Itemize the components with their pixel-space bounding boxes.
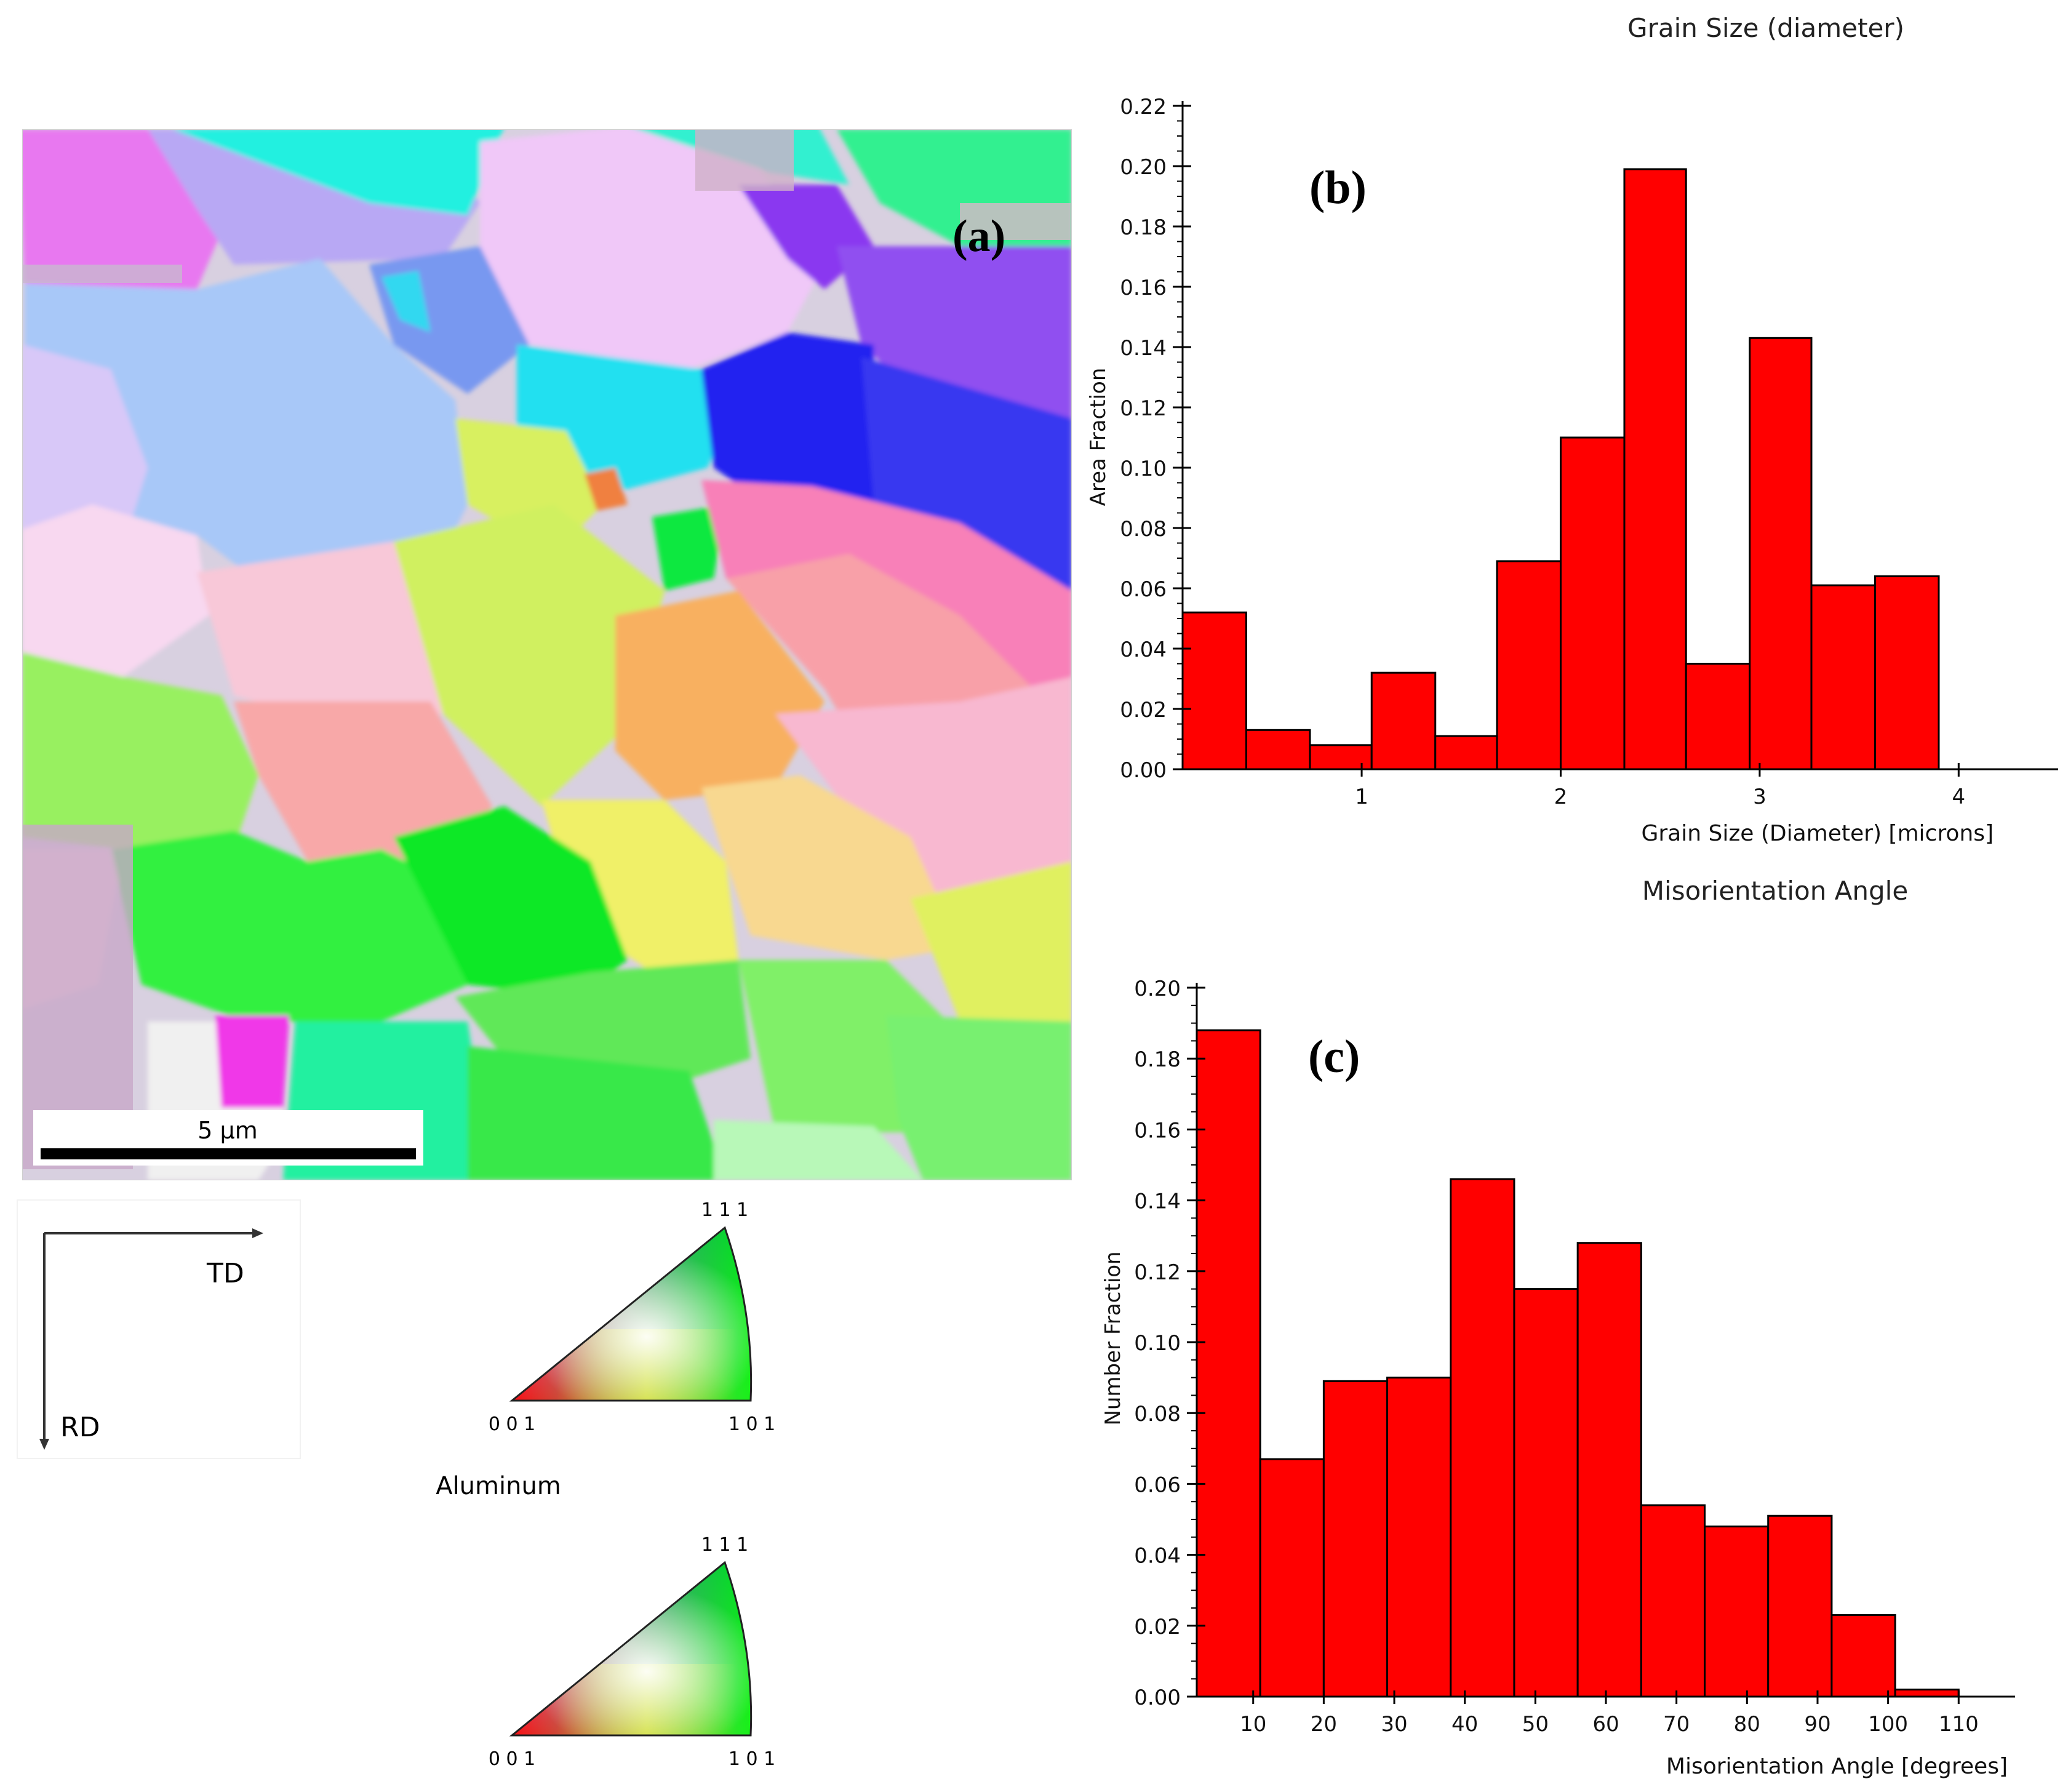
x-tick-label: 1 — [1355, 785, 1368, 809]
x-tick-label: 40 — [1451, 1712, 1478, 1737]
x-tick-label: 3 — [1753, 785, 1767, 809]
x-tick-label: 90 — [1804, 1712, 1830, 1737]
x-tick-label: 110 — [1939, 1712, 1979, 1737]
histogram-bar — [1322, 1380, 1389, 1698]
triangle-top-111: 1 1 1 — [701, 1199, 748, 1221]
triangle-bottom-101: 1 0 1 — [729, 1748, 775, 1770]
x-tick-label: 80 — [1734, 1712, 1760, 1737]
y-tick-label: 0.04 — [1134, 1544, 1181, 1569]
misorientation-chart: Misorientation Angle 0.00 0.02 0.04 0.06 0.08… — [1101, 876, 2015, 1779]
panel-a: (a) 5 μm TD RD 1 1 1 — [17, 129, 1072, 1770]
histogram-bar — [1685, 663, 1751, 770]
panel-a-figure: (a) 5 μm TD RD 1 1 1 — [17, 129, 1072, 1770]
ipf-triangle-bottom: 1 1 1 0 0 1 1 0 1 — [489, 1534, 775, 1770]
ebsd-orientation-map — [22, 129, 1072, 1180]
x-tick-label: 50 — [1522, 1712, 1549, 1737]
y-tick-label: 0.00 — [1134, 1686, 1181, 1710]
histogram-bar — [1496, 560, 1562, 770]
histogram-bar — [1767, 1514, 1833, 1698]
triangle-top-101: 1 0 1 — [729, 1414, 775, 1435]
histogram-bar — [1513, 1288, 1579, 1698]
histogram-bar — [1434, 735, 1498, 770]
y-tick-label: 0.18 — [1134, 1047, 1181, 1072]
histogram-bar — [1259, 1458, 1325, 1698]
x-tick-label: 30 — [1381, 1712, 1407, 1737]
histogram-bar — [1450, 1178, 1515, 1698]
scale-bar: 5 μm — [33, 1110, 423, 1166]
rd-arrow-icon — [39, 1439, 49, 1450]
y-tick-label: 0.22 — [1120, 95, 1167, 119]
grain-size-chart: Grain Size (diameter) 0.00 0.02 0.04 0.06 0.0… — [1086, 13, 2058, 846]
histogram-bar — [1810, 584, 1876, 770]
td-axis-label: TD — [206, 1258, 244, 1289]
x-tick-label: 60 — [1592, 1712, 1619, 1737]
x-tick-label: 70 — [1663, 1712, 1690, 1737]
ipf-triangle-top: 1 1 1 0 0 1 1 0 1 — [489, 1199, 775, 1435]
legend-title: Aluminum — [436, 1472, 561, 1500]
y-tick-label: 0.08 — [1134, 1402, 1181, 1426]
histogram-bar — [1559, 436, 1626, 770]
histogram-bar — [1196, 1029, 1261, 1698]
panel-a-label: (a) — [952, 211, 1005, 262]
panel-b: Grain Size (diameter) 0.00 0.02 0.04 0.06 0.0… — [1071, 0, 2068, 874]
y-tick-label: 0.06 — [1134, 1473, 1181, 1497]
y-tick-label: 0.12 — [1134, 1260, 1181, 1285]
y-tick-label: 0.10 — [1120, 457, 1167, 481]
x-tick-label: 2 — [1554, 785, 1568, 809]
y-tick-label: 0.14 — [1134, 1190, 1181, 1214]
histogram-bar — [1749, 337, 1813, 770]
rd-axis-label: RD — [60, 1412, 100, 1443]
y-tick-label: 0.20 — [1120, 155, 1167, 180]
chart-title: Misorientation Angle — [1642, 876, 1908, 906]
panel-label: (c) — [1308, 1031, 1360, 1082]
y-tick-label: 0.20 — [1134, 977, 1181, 1001]
histogram-bar — [1576, 1242, 1642, 1698]
y-tick-label: 0.16 — [1120, 276, 1167, 300]
x-tick-label: 20 — [1311, 1712, 1337, 1737]
histogram-bar — [1894, 1688, 1960, 1698]
triangle-top-001: 0 0 1 — [489, 1414, 535, 1435]
y-tick-label: 0.06 — [1120, 577, 1167, 602]
histogram-bar — [1181, 611, 1247, 770]
td-arrow-icon — [252, 1228, 263, 1238]
x-tick-label: 100 — [1868, 1712, 1908, 1737]
y-tick-label: 0.08 — [1120, 517, 1167, 542]
x-tick-label: 10 — [1240, 1712, 1266, 1737]
y-tick-label: 0.00 — [1120, 758, 1167, 783]
histogram-bar — [1830, 1614, 1896, 1698]
y-tick-label: 0.18 — [1120, 215, 1167, 240]
panel-c: Misorientation Angle 0.00 0.02 0.04 0.06 0.08… — [1071, 874, 2068, 1790]
x-axis-label: Grain Size (Diameter) [microns] — [1641, 821, 1994, 846]
y-axis-label: Area Fraction — [1086, 368, 1111, 506]
sample-axes: TD RD — [17, 1199, 301, 1459]
y-tick-label: 0.02 — [1134, 1615, 1181, 1639]
y-tick-label: 0.12 — [1120, 396, 1167, 421]
x-tick-label: 4 — [1952, 785, 1965, 809]
triangle-bottom-001: 0 0 1 — [489, 1748, 535, 1770]
histogram-bar — [1370, 671, 1437, 770]
histogram-bar — [1874, 575, 1940, 770]
histogram-bar — [1623, 168, 1687, 770]
scale-bar-label: 5 μm — [198, 1117, 257, 1144]
histogram-bar — [1704, 1526, 1770, 1698]
y-tick-label: 0.10 — [1134, 1331, 1181, 1356]
x-axis-label: Misorientation Angle [degrees] — [1666, 1754, 2008, 1779]
triangle-bottom-111: 1 1 1 — [701, 1534, 748, 1556]
histogram-bar — [1640, 1504, 1706, 1698]
panel-label: (b) — [1309, 162, 1367, 214]
y-tick-label: 0.16 — [1134, 1118, 1181, 1143]
y-axis-label: Number Fraction — [1101, 1251, 1125, 1425]
y-tick-label: 0.14 — [1120, 336, 1167, 361]
y-tick-label: 0.02 — [1120, 698, 1167, 722]
histogram-bar — [1245, 729, 1311, 770]
y-tick-label: 0.04 — [1120, 638, 1167, 662]
chart-title: Grain Size (diameter) — [1627, 13, 1904, 43]
histogram-bar — [1386, 1377, 1452, 1698]
